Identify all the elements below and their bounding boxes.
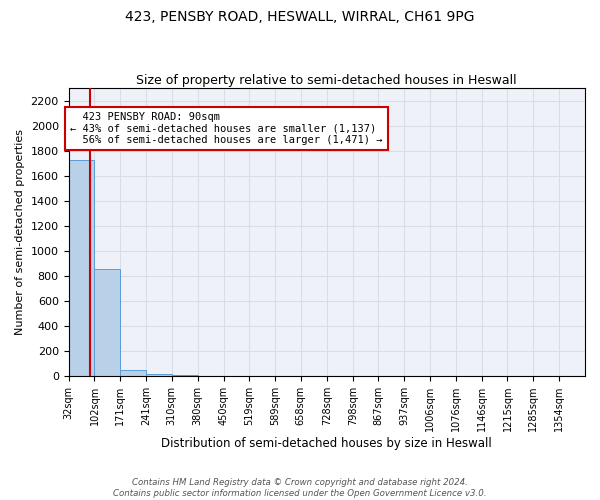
Bar — [120, 370, 146, 376]
Bar — [172, 375, 197, 376]
Bar — [146, 374, 172, 376]
X-axis label: Distribution of semi-detached houses by size in Heswall: Distribution of semi-detached houses by … — [161, 437, 492, 450]
Text: 423 PENSBY ROAD: 90sqm
← 43% of semi-detached houses are smaller (1,137)
  56% o: 423 PENSBY ROAD: 90sqm ← 43% of semi-det… — [70, 112, 383, 145]
Y-axis label: Number of semi-detached properties: Number of semi-detached properties — [15, 129, 25, 335]
Text: Contains HM Land Registry data © Crown copyright and database right 2024.
Contai: Contains HM Land Registry data © Crown c… — [113, 478, 487, 498]
Text: 423, PENSBY ROAD, HESWALL, WIRRAL, CH61 9PG: 423, PENSBY ROAD, HESWALL, WIRRAL, CH61 … — [125, 10, 475, 24]
Title: Size of property relative to semi-detached houses in Heswall: Size of property relative to semi-detach… — [136, 74, 517, 87]
Bar — [94, 268, 120, 376]
Bar — [68, 160, 94, 376]
